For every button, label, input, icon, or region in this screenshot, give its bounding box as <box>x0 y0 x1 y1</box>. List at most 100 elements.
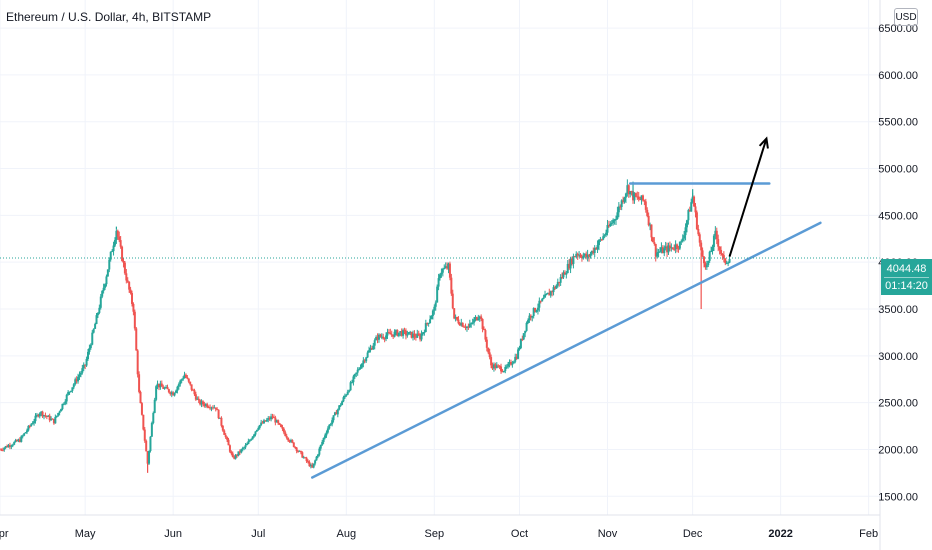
candle-body <box>268 418 271 420</box>
candle-body <box>92 328 95 333</box>
candle-body <box>389 332 392 335</box>
candle-body <box>434 302 437 307</box>
candle-body <box>50 418 53 421</box>
candle-body <box>236 454 239 456</box>
candle-body <box>72 384 75 388</box>
candle-body <box>382 336 385 339</box>
candle-body <box>365 357 368 362</box>
candle-body <box>465 326 468 328</box>
candle-body <box>535 310 538 312</box>
candle-body <box>95 315 98 325</box>
candle-body <box>35 414 38 416</box>
time-tick-label: Jul <box>251 528 265 540</box>
candle-body <box>197 398 200 401</box>
candle-body <box>292 442 295 447</box>
candle-body <box>413 333 416 337</box>
candle-body <box>565 273 568 275</box>
ascending-support-line <box>311 221 822 479</box>
candle-body <box>471 322 474 324</box>
candle-body <box>180 379 183 381</box>
candle-body <box>267 418 270 420</box>
candle-body <box>179 380 182 385</box>
candle-body <box>561 277 564 279</box>
candle-body <box>487 347 490 353</box>
candle-body <box>241 448 244 450</box>
time-tick-label: Feb <box>859 528 878 540</box>
candle-body <box>132 303 135 312</box>
candle-body <box>457 319 460 324</box>
candle-body <box>128 281 131 290</box>
candle-body <box>84 364 87 366</box>
candle-body <box>659 251 661 253</box>
time-tick-label: Oct <box>511 528 528 540</box>
candle-body <box>685 220 688 228</box>
candle-body <box>254 431 257 435</box>
candle-body <box>409 331 412 333</box>
candle-body <box>31 423 34 425</box>
candle-body <box>62 403 65 405</box>
candle-body <box>687 210 690 221</box>
candle-body <box>712 235 715 247</box>
candle-body <box>227 439 230 446</box>
candle-body <box>45 415 48 417</box>
candle-body <box>143 429 146 441</box>
candle-body <box>115 230 118 241</box>
candle-body <box>390 334 393 336</box>
candle-body <box>705 265 708 268</box>
candle-body <box>512 361 515 364</box>
candle-body <box>23 433 26 436</box>
time-tick-label: Dec <box>683 528 703 540</box>
candle-body <box>226 437 229 440</box>
candle-body <box>106 269 109 277</box>
candle-body <box>64 401 67 404</box>
candle-body <box>111 251 114 253</box>
candle-body <box>356 369 359 373</box>
candle-body <box>634 193 637 197</box>
candle-body <box>96 312 99 316</box>
candle-body <box>668 245 671 248</box>
candle-body <box>497 365 500 367</box>
candle-body <box>546 292 549 295</box>
candle-body <box>14 440 17 443</box>
candle-body <box>427 322 430 324</box>
candle-body <box>589 253 592 257</box>
candle-body <box>275 420 278 423</box>
candle-body <box>125 273 128 281</box>
candle-body <box>237 451 240 456</box>
candle-body <box>27 425 30 431</box>
candle-body <box>637 196 640 200</box>
candle-body <box>159 383 162 388</box>
candle-body <box>580 256 583 259</box>
candle-body <box>463 326 466 328</box>
candle-body <box>157 383 160 388</box>
candle-body <box>13 442 16 445</box>
candle-body <box>680 241 683 243</box>
candle-body <box>714 230 717 236</box>
candle-body <box>204 404 207 406</box>
candle-body <box>433 306 436 311</box>
candle-body <box>431 310 434 317</box>
candle-body <box>450 277 453 294</box>
candle-body <box>74 379 77 385</box>
candle-body <box>698 234 701 243</box>
currency-button[interactable]: USD <box>894 8 918 26</box>
time-axis[interactable]: Apr May Jun Jul Aug Sep Oct Nov Dec 2022 Feb <box>0 528 878 540</box>
candle-body <box>312 463 315 468</box>
candle-body <box>568 263 571 269</box>
candle-body <box>284 432 287 437</box>
candle-body <box>721 253 724 256</box>
candle-body <box>228 445 231 452</box>
candle-body <box>536 307 539 311</box>
candle-body <box>348 390 351 392</box>
candle-body <box>328 424 331 429</box>
time-tick-label: Nov <box>598 528 618 540</box>
candle-body <box>454 317 457 319</box>
candle-body <box>511 363 514 365</box>
candle-body <box>704 263 707 268</box>
candle-body <box>701 250 704 257</box>
candle-body <box>664 246 667 249</box>
candle-body <box>309 464 312 467</box>
candle-body <box>265 419 268 422</box>
candle-body <box>451 293 454 309</box>
